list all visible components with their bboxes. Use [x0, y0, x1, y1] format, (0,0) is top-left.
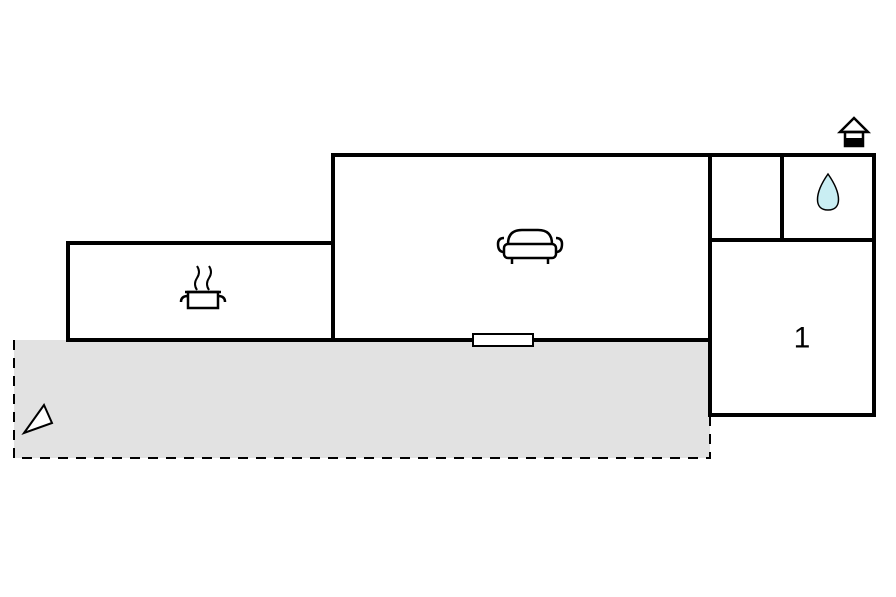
bedroom-label: 1	[794, 322, 811, 355]
living-room	[333, 155, 710, 340]
door-opening	[473, 334, 533, 346]
house-icon	[840, 118, 868, 146]
bedroom-room	[710, 240, 874, 415]
floor-plan: 1	[0, 0, 896, 597]
terrace-fill	[14, 340, 710, 458]
hall-room	[710, 155, 782, 240]
